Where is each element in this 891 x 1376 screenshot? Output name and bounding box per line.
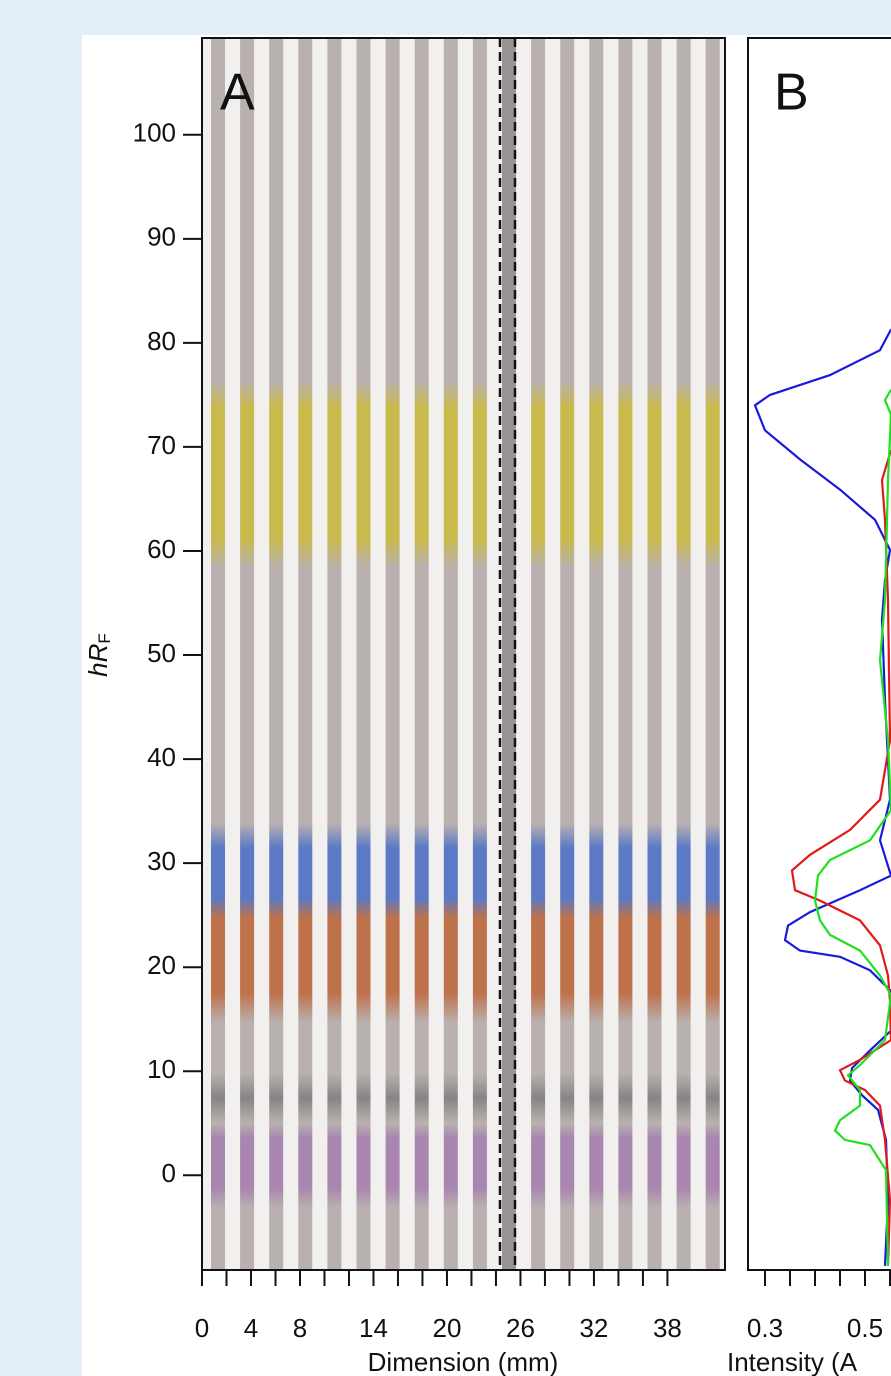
intensity-line	[790, 449, 891, 1266]
y-tick-label: 40	[147, 742, 176, 772]
intensity-line	[813, 389, 891, 1266]
lane	[298, 38, 313, 1270]
intensity-line	[753, 328, 891, 1266]
plot-frame	[201, 37, 726, 1271]
x-tick-label: 26	[506, 1313, 535, 1343]
lane	[502, 38, 516, 1270]
y-tick-label: 60	[147, 534, 176, 564]
plot-area	[753, 328, 891, 1266]
panel-label: A	[220, 64, 255, 122]
x-tick-label: 0.5	[847, 1313, 883, 1343]
lane	[618, 38, 633, 1270]
y-tick-label: 80	[147, 326, 176, 356]
x-tick-label: 14	[359, 1313, 388, 1343]
plot-frame	[747, 37, 891, 1271]
x-tick-label: 32	[579, 1313, 608, 1343]
y-tick-label: 10	[147, 1054, 176, 1084]
y-tick-label: 70	[147, 430, 176, 460]
y-axis-label-main: hR	[83, 644, 113, 677]
y-tick-label: 90	[147, 222, 176, 252]
lane	[705, 38, 720, 1270]
x-tick-label: 0.3	[747, 1313, 783, 1343]
x-tick-label: 20	[433, 1313, 462, 1343]
x-tick-label: 4	[244, 1313, 258, 1343]
lane	[589, 38, 604, 1270]
lane	[240, 38, 255, 1270]
lane	[385, 38, 400, 1270]
lane	[211, 38, 225, 1270]
lane	[676, 38, 691, 1270]
lane	[269, 38, 284, 1270]
lane	[472, 38, 487, 1270]
x-tick-label: 38	[653, 1313, 682, 1343]
lane	[443, 38, 458, 1270]
y-tick-label: 100	[133, 118, 176, 148]
lane	[531, 38, 546, 1270]
lane	[560, 38, 575, 1270]
y-tick-label: 30	[147, 846, 176, 876]
lane	[356, 38, 371, 1270]
plate-background	[202, 38, 725, 1270]
lane	[327, 38, 342, 1270]
y-tick-label: 20	[147, 950, 176, 980]
y-axis-label-subscript: F	[95, 633, 114, 643]
y-axis-label: hRF	[83, 633, 115, 677]
x-tick-label: 8	[293, 1313, 307, 1343]
lane	[647, 38, 662, 1270]
x-axis-label: Intensity (A	[727, 1347, 858, 1376]
lane	[414, 38, 429, 1270]
x-tick-label: 0	[195, 1313, 209, 1343]
x-axis-label: Dimension (mm)	[368, 1347, 559, 1376]
panel-label: B	[774, 64, 809, 122]
y-tick-label: 50	[147, 638, 176, 668]
y-tick-label: 0	[162, 1158, 176, 1188]
